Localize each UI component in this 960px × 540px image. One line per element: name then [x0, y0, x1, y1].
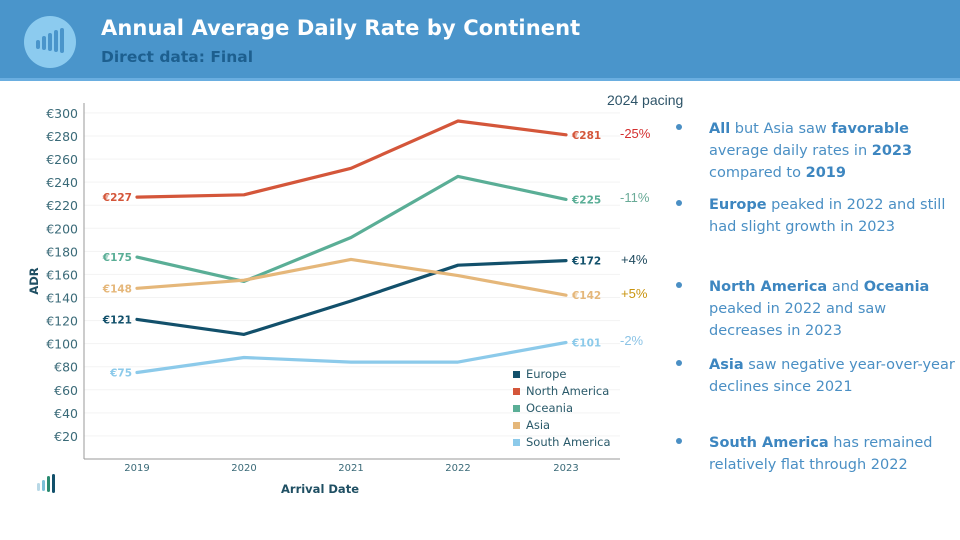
y-tick-label: €100 — [46, 337, 78, 352]
x-tick-label: 2020 — [231, 463, 256, 474]
start-value-label: €75 — [109, 367, 132, 379]
y-axis-title: ADR — [27, 267, 41, 294]
bullet-emphasis: North America — [709, 279, 828, 295]
y-tick-label: €200 — [46, 221, 78, 236]
y-tick-label: €240 — [46, 175, 78, 190]
bullet-text: peaked in 2022 and saw decreases in 2023 — [709, 301, 887, 339]
series-line-south-america — [135, 340, 568, 375]
bullet-emphasis: 2019 — [805, 165, 846, 181]
y-tick-label: €140 — [46, 291, 78, 306]
y-tick-label: €40 — [54, 406, 78, 421]
legend-swatch — [513, 388, 520, 395]
bullet-text: but Asia saw — [730, 121, 832, 137]
x-tick-label: 2023 — [553, 463, 578, 474]
x-tick-label: 2021 — [338, 463, 363, 474]
header-divider — [0, 78, 960, 81]
y-tick-label: €20 — [54, 429, 78, 444]
insight-bullet: All but Asia saw favorable average daily… — [676, 118, 956, 184]
start-value-label: €175 — [102, 252, 132, 264]
y-tick-label: €220 — [46, 198, 78, 213]
bullet-dot-icon — [676, 282, 682, 288]
pacing-value: -2% — [620, 333, 644, 349]
bullet-text: average daily rates in — [709, 143, 872, 159]
legend-swatch — [513, 371, 520, 378]
x-axis-title: Arrival Date — [281, 482, 359, 496]
bullet-text: saw negative year-over-year declines sin… — [709, 357, 955, 395]
legend-label: South America — [526, 435, 611, 449]
bullet-text: peaked in 2022 and still had slight grow… — [709, 197, 946, 235]
legend-swatch — [513, 422, 520, 429]
start-value-label: €227 — [102, 192, 132, 204]
x-tick-label: 2019 — [124, 463, 149, 474]
end-value-label: €225 — [571, 194, 601, 206]
pacing-value: -11% — [620, 190, 650, 206]
series-line-oceania — [135, 174, 568, 283]
y-tick-label: €120 — [46, 314, 78, 329]
bullet-emphasis: Europe — [709, 197, 767, 213]
x-tick-label: 2022 — [445, 463, 470, 474]
page-subtitle: Direct data: Final — [101, 48, 254, 66]
bullet-emphasis: Oceania — [863, 279, 930, 295]
bullet-emphasis: All — [709, 121, 731, 137]
legend-label: Asia — [526, 418, 550, 432]
insight-bullet: South America has remained relatively fl… — [676, 432, 956, 476]
y-tick-label: €260 — [46, 152, 78, 167]
footer-logo-icon — [37, 474, 55, 493]
logo-badge — [24, 16, 76, 68]
y-tick-label: €60 — [54, 383, 78, 398]
bullet-emphasis: Asia — [709, 357, 744, 373]
end-value-label: €142 — [571, 290, 601, 302]
bar-chart-icon — [36, 28, 64, 53]
bullet-emphasis: 2023 — [871, 143, 913, 159]
y-tick-label: €180 — [46, 244, 78, 259]
pacing-value: +5% — [621, 286, 648, 302]
y-tick-label: €280 — [46, 129, 78, 144]
y-tick-label: €80 — [54, 360, 78, 375]
bullet-emphasis: South America — [709, 435, 829, 451]
legend-swatch — [513, 439, 520, 446]
end-value-label: €172 — [571, 256, 601, 268]
bullet-dot-icon — [676, 124, 682, 130]
bullet-dot-icon — [676, 200, 682, 206]
insight-bullet: North America and Oceania peaked in 2022… — [676, 276, 956, 342]
start-value-label: €121 — [102, 314, 132, 326]
bullet-emphasis: favorable — [831, 121, 910, 137]
y-tick-label: €300 — [46, 106, 78, 121]
end-value-label: €281 — [571, 130, 601, 142]
pacing-value: +4% — [621, 251, 648, 267]
header-bar: Annual Average Daily Rate by Continent D… — [0, 0, 960, 80]
page-title: Annual Average Daily Rate by Continent — [101, 16, 581, 40]
start-value-label: €148 — [102, 283, 132, 295]
bullet-dot-icon — [676, 360, 682, 366]
end-value-label: €101 — [571, 337, 601, 349]
pacing-title: 2024 pacing — [607, 92, 684, 108]
legend-label: Europe — [526, 367, 566, 381]
insight-bullet: Asia saw negative year-over-year decline… — [676, 354, 956, 398]
insight-bullet: Europe peaked in 2022 and still had slig… — [676, 194, 956, 238]
bullet-text: and — [827, 279, 864, 295]
legend-label: North America — [526, 384, 609, 398]
legend-label: Oceania — [526, 401, 573, 415]
bullet-dot-icon — [676, 438, 682, 444]
bullet-text: has remained relatively flat through 202… — [709, 435, 933, 473]
y-tick-label: €160 — [46, 267, 78, 282]
legend-swatch — [513, 405, 520, 412]
pacing-value: -25% — [620, 125, 651, 141]
bullet-text: compared to — [709, 165, 806, 181]
